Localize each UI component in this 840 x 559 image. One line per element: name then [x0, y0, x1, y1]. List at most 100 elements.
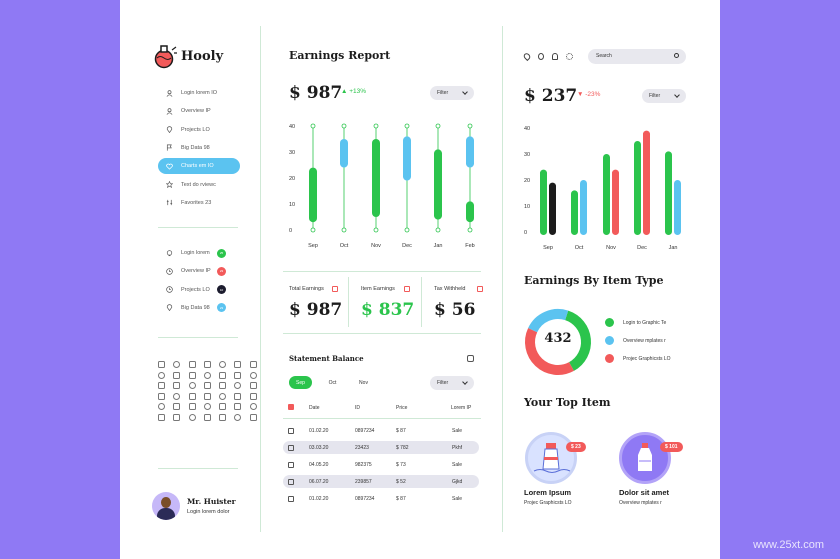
- donut-segment[interactable]: [528, 309, 569, 333]
- x-tick-label: Nov: [606, 245, 616, 251]
- tool-icon[interactable]: [203, 403, 211, 410]
- tool-icon[interactable]: [219, 392, 227, 400]
- table-row[interactable]: 01.02.20 0897234 $ 87 Sale: [283, 492, 479, 505]
- tool-icon[interactable]: [158, 413, 165, 421]
- tool-icon[interactable]: [158, 361, 165, 368]
- sidebar-item[interactable]: Login lorem IO: [158, 85, 240, 101]
- bar[interactable]: [540, 169, 547, 235]
- bell-icon[interactable]: [552, 53, 558, 60]
- tool-icon[interactable]: [219, 403, 227, 410]
- candle-body[interactable]: [309, 167, 317, 223]
- bar[interactable]: [643, 130, 650, 235]
- sidebar-item[interactable]: Text do rviewc: [158, 177, 240, 193]
- tool-icon[interactable]: [249, 371, 257, 379]
- statement-tab[interactable]: Nov: [359, 379, 368, 386]
- tool-icon[interactable]: [188, 371, 196, 379]
- export-icon[interactable]: [467, 355, 474, 362]
- sidebar-item[interactable]: Projects LO 10: [158, 282, 240, 298]
- gear-icon[interactable]: [566, 53, 573, 60]
- filter-label: Filter: [437, 380, 449, 386]
- tool-icon[interactable]: [219, 361, 227, 368]
- bar[interactable]: [612, 169, 619, 235]
- donut-segment[interactable]: [564, 310, 591, 371]
- tool-icon[interactable]: [173, 371, 181, 379]
- bar[interactable]: [549, 182, 556, 235]
- donut-segment[interactable]: [525, 327, 574, 375]
- sidebar-item[interactable]: Favorites 23: [158, 195, 240, 211]
- bar[interactable]: [580, 180, 587, 235]
- info-icon[interactable]: [332, 286, 338, 292]
- tool-icon[interactable]: [249, 392, 257, 400]
- bar[interactable]: [634, 141, 641, 235]
- tool-icon[interactable]: [249, 382, 257, 389]
- tool-icon[interactable]: [173, 382, 181, 389]
- tool-icon[interactable]: [203, 361, 211, 368]
- candle-body[interactable]: [403, 136, 411, 181]
- tool-icon[interactable]: [249, 413, 257, 421]
- tool-icon[interactable]: [188, 392, 196, 400]
- top-item-image[interactable]: [525, 432, 577, 484]
- tool-icon[interactable]: [188, 413, 196, 421]
- select-all-checkbox[interactable]: [288, 404, 294, 410]
- bar[interactable]: [674, 180, 681, 235]
- tool-icon[interactable]: [203, 371, 211, 379]
- tool-icon[interactable]: [219, 382, 227, 389]
- sidebar-item[interactable]: Projects LO: [158, 122, 240, 138]
- pin-icon[interactable]: [522, 51, 532, 62]
- tool-icon[interactable]: [158, 371, 165, 379]
- statement-tab[interactable]: Sep: [289, 376, 312, 389]
- tool-icon[interactable]: [158, 382, 165, 389]
- avatar[interactable]: [152, 492, 180, 520]
- earnings-title: Earnings Report: [289, 49, 391, 62]
- tool-icon[interactable]: [173, 361, 181, 368]
- sidebar-item[interactable]: Login lorem 25: [158, 245, 240, 261]
- tool-icon[interactable]: [234, 361, 242, 368]
- table-row[interactable]: 06.07.20 239857 $ 52 Gjkd: [283, 475, 479, 488]
- tool-icon[interactable]: [173, 392, 181, 400]
- bar[interactable]: [665, 151, 672, 235]
- tool-icon[interactable]: [219, 371, 227, 379]
- tool-icon[interactable]: [158, 403, 165, 410]
- tool-icon[interactable]: [188, 361, 196, 368]
- info-icon[interactable]: [477, 286, 483, 292]
- tool-icon[interactable]: [203, 413, 211, 421]
- sidebar-item[interactable]: Big Data 98: [158, 140, 240, 156]
- tool-icon[interactable]: [173, 413, 181, 421]
- table-row[interactable]: 01.02.20 0897234 $ 87 Sale: [283, 424, 479, 437]
- tool-icon[interactable]: [203, 392, 211, 400]
- tool-icon[interactable]: [188, 403, 196, 410]
- bar[interactable]: [571, 190, 578, 235]
- bulb-icon[interactable]: [538, 53, 544, 60]
- tool-icon[interactable]: [203, 382, 211, 389]
- right-filter[interactable]: Filter: [642, 89, 686, 103]
- tool-icon[interactable]: [249, 361, 257, 368]
- candle-body[interactable]: [466, 136, 474, 168]
- table-row[interactable]: 03.03.20 23423 $ 782 Pkhf: [283, 441, 479, 454]
- candle-body[interactable]: [466, 201, 474, 223]
- search-input[interactable]: Search: [588, 49, 686, 64]
- tool-icon[interactable]: [234, 382, 242, 389]
- candle-body[interactable]: [372, 139, 380, 217]
- tool-icon[interactable]: [234, 403, 242, 410]
- info-icon[interactable]: [404, 286, 410, 292]
- candle-body[interactable]: [340, 139, 348, 168]
- sidebar-item[interactable]: Charts em IO: [158, 158, 240, 175]
- tool-icon[interactable]: [173, 403, 181, 410]
- sidebar-item[interactable]: Big Data 98 23: [158, 300, 240, 316]
- tool-icon[interactable]: [249, 403, 257, 410]
- candle-body[interactable]: [434, 149, 442, 220]
- earnings-filter[interactable]: Filter: [430, 86, 474, 100]
- statement-filter[interactable]: Filter: [430, 376, 474, 390]
- tool-icon[interactable]: [234, 413, 242, 421]
- tool-icon[interactable]: [234, 371, 242, 379]
- sidebar-item[interactable]: Overview IP: [158, 103, 240, 119]
- top-item-image[interactable]: [619, 432, 671, 484]
- sidebar-item[interactable]: Overview IP 23: [158, 263, 240, 279]
- statement-tab[interactable]: Oct: [328, 379, 337, 386]
- tool-icon[interactable]: [219, 413, 227, 421]
- table-row[interactable]: 04.05.20 982375 $ 73 Sale: [283, 458, 479, 471]
- bar[interactable]: [603, 154, 610, 235]
- tool-icon[interactable]: [188, 382, 196, 389]
- tool-icon[interactable]: [158, 392, 165, 400]
- tool-icon[interactable]: [234, 392, 242, 400]
